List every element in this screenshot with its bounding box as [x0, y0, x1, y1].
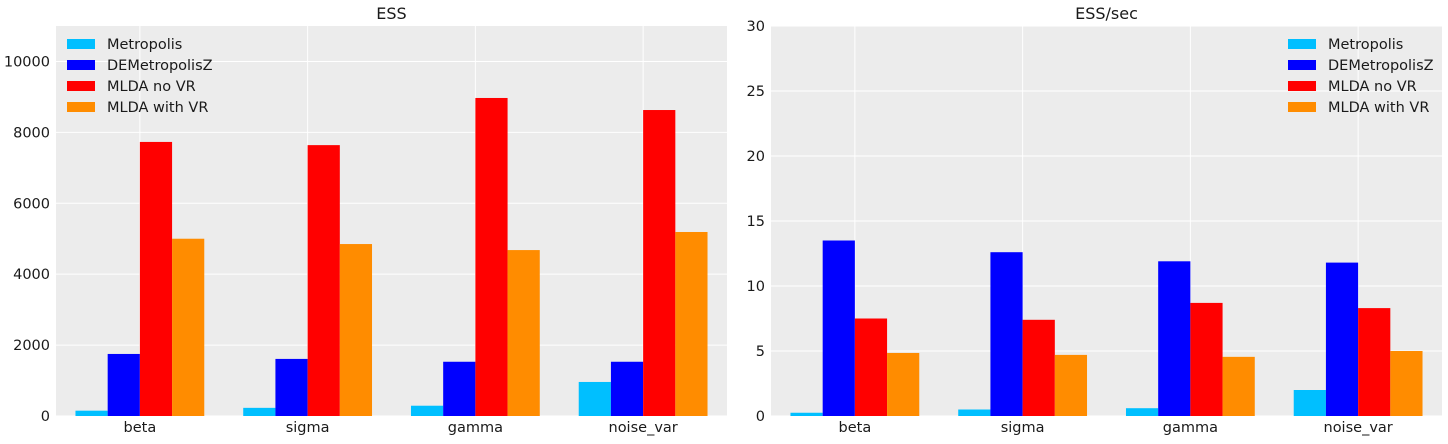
bar-mlda-no-vr-sigma [307, 145, 340, 417]
legend-label: DEMetropolisZ [107, 58, 213, 74]
bar-mlda-with-vr-beta [887, 352, 920, 416]
bar-mlda-with-vr-sigma [1054, 354, 1088, 416]
bar-mlda-with-vr-beta [172, 238, 205, 416]
legend-label: DEMetropolisZ [1328, 58, 1434, 74]
bars [790, 240, 1423, 416]
bar-demetropolisz-noise_var [610, 361, 644, 416]
y-tick-label: 6000 [13, 196, 50, 212]
bar-demetropolisz-sigma [990, 252, 1023, 416]
bar-demetropolisz-beta [822, 240, 855, 416]
bar-metropolis-sigma [243, 407, 276, 416]
bar-mlda-no-vr-beta [854, 318, 888, 416]
x-tick-label: sigma [286, 420, 330, 436]
legend-swatch [1288, 102, 1316, 112]
bar-metropolis-noise_var [578, 381, 611, 416]
chart-panel-2: 0 5 10 15 20 25 30 beta sigma gamma noise_var ESS/s… [747, 4, 1442, 436]
bar-mlda-with-vr-sigma [339, 244, 373, 416]
bar-mlda-no-vr-gamma [1190, 302, 1223, 416]
y-tick-label: 10000 [4, 54, 50, 70]
bar-mlda-no-vr-beta [139, 141, 173, 416]
x-tick-label: gamma [448, 420, 503, 436]
bars [75, 97, 708, 417]
legend-swatch [67, 81, 95, 91]
x-tick-label: beta [124, 420, 157, 436]
legend-swatch [1288, 81, 1316, 91]
y-tick-label: 4000 [13, 267, 50, 283]
x-tick-label: gamma [1163, 420, 1218, 436]
bar-mlda-with-vr-noise_var [1390, 351, 1423, 416]
bar-metropolis-sigma [958, 409, 991, 416]
y-tick-label: 15 [747, 214, 765, 230]
legend-label: MLDA no VR [1328, 79, 1417, 95]
y-tick-label: 8000 [13, 125, 50, 141]
bar-metropolis-beta [75, 410, 108, 416]
bar-demetropolisz-noise_var [1325, 262, 1359, 416]
bar-mlda-with-vr-gamma [1222, 356, 1255, 416]
y-tick-label: 10 [747, 279, 765, 295]
chart-panel-1: 0 2000 4000 6000 8000 10000 beta sigma gamma nois… [4, 4, 727, 436]
bar-metropolis-gamma [1125, 408, 1159, 416]
y-tick-label: 20 [747, 149, 765, 165]
chart-title: ESS/sec [1075, 4, 1138, 23]
legend-swatch [1288, 39, 1316, 49]
x-tick-label: noise_var [609, 420, 678, 436]
x-tick-label: noise_var [1324, 420, 1393, 436]
bar-demetropolisz-sigma [275, 358, 308, 416]
legend-swatch [1288, 60, 1316, 70]
x-tick-label: sigma [1001, 420, 1045, 436]
y-tick-label: 5 [756, 344, 765, 360]
bar-demetropolisz-gamma [443, 361, 476, 416]
legend-label: MLDA with VR [1328, 100, 1429, 116]
legend-label: Metropolis [107, 37, 182, 53]
bar-mlda-with-vr-noise_var [675, 231, 708, 416]
legend-label: MLDA with VR [107, 100, 208, 116]
x-tick-label: beta [839, 420, 872, 436]
legend-swatch [67, 102, 95, 112]
y-tick-label: 2000 [13, 338, 50, 354]
y-tick-label: 0 [756, 409, 765, 425]
bar-mlda-no-vr-noise_var [1358, 308, 1391, 416]
bar-mlda-with-vr-gamma [507, 250, 540, 416]
y-tick-label: 0 [41, 409, 50, 425]
chart-title: ESS [376, 4, 406, 23]
legend: Metropolis DEMetropolisZ MLDA no VR MLDA wi… [1288, 37, 1434, 116]
y-tick-label: 30 [747, 19, 765, 35]
bar-demetropolisz-gamma [1158, 261, 1191, 416]
bar-demetropolisz-beta [107, 353, 140, 416]
y-tick-label: 25 [747, 84, 765, 100]
legend: Metropolis DEMetropolisZ MLDA no VR MLDA wi… [67, 37, 213, 116]
bar-metropolis-gamma [410, 405, 444, 416]
legend-label: MLDA no VR [107, 79, 196, 95]
bar-mlda-no-vr-sigma [1022, 319, 1055, 416]
bar-mlda-no-vr-noise_var [643, 110, 676, 416]
legend-label: Metropolis [1328, 37, 1403, 53]
legend-swatch [67, 60, 95, 70]
bar-metropolis-beta [790, 412, 823, 416]
bar-mlda-no-vr-gamma [475, 97, 508, 417]
legend-swatch [67, 39, 95, 49]
bar-metropolis-noise_var [1293, 390, 1326, 416]
